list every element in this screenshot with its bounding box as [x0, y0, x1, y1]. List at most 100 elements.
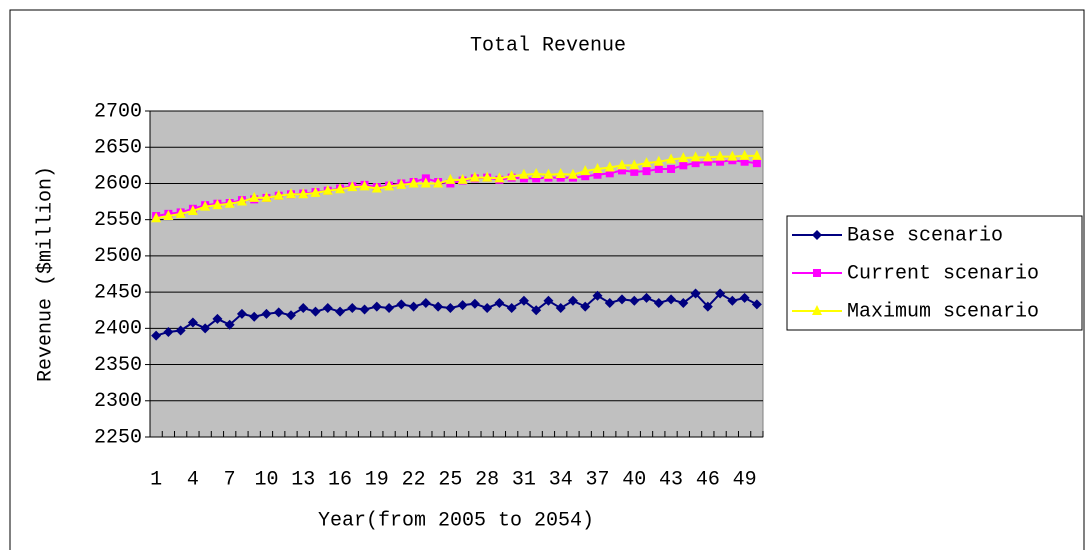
data-point	[518, 295, 529, 306]
data-point	[518, 168, 529, 179]
data-point	[151, 212, 162, 223]
data-point	[151, 330, 162, 341]
x-tick-label: 7	[224, 468, 236, 491]
x-tick-label: 16	[328, 468, 352, 491]
data-point	[482, 303, 493, 314]
x-tick-label: 1	[150, 468, 162, 491]
legend-marker	[813, 269, 821, 277]
data-point	[618, 166, 627, 175]
data-point	[617, 294, 628, 305]
data-point	[187, 204, 198, 215]
data-point	[691, 159, 700, 168]
x-tick-label: 22	[402, 468, 426, 491]
data-point	[273, 189, 284, 200]
data-point	[261, 308, 272, 319]
data-point	[396, 299, 407, 310]
data-point	[285, 310, 296, 321]
data-point	[543, 168, 554, 179]
data-point	[751, 299, 762, 310]
x-tick-label: 37	[585, 468, 609, 491]
y-tick-label: 2550	[94, 209, 142, 232]
data-point	[679, 161, 688, 170]
data-point	[285, 188, 296, 199]
data-point	[654, 164, 663, 173]
data-point	[359, 304, 370, 315]
x-tick-label: 34	[549, 468, 573, 491]
data-point	[408, 301, 419, 312]
data-point	[335, 183, 346, 194]
data-point	[347, 303, 358, 314]
data-point	[469, 298, 480, 309]
data-point	[740, 157, 749, 166]
data-point	[678, 297, 689, 308]
data-point	[678, 152, 689, 163]
x-tick-label: 43	[659, 468, 683, 491]
data-point	[384, 303, 395, 314]
data-point	[469, 171, 480, 182]
x-tick-label: 19	[365, 468, 389, 491]
x-axis-label: Year(from 2005 to 2054)	[318, 509, 594, 532]
legend-marker	[812, 305, 822, 315]
data-point	[347, 181, 358, 192]
data-point	[727, 150, 738, 161]
x-tick-label: 31	[512, 468, 536, 491]
legend-label: Current scenario	[847, 262, 1039, 285]
data-point	[236, 308, 247, 319]
data-point	[335, 306, 346, 317]
data-point	[384, 180, 395, 191]
data-point	[396, 178, 407, 189]
data-point	[482, 171, 493, 182]
data-point	[408, 177, 419, 188]
legend-label: Base scenario	[847, 224, 1003, 247]
x-tick-label: 49	[733, 468, 757, 491]
data-point	[224, 319, 235, 330]
data-point	[236, 195, 247, 206]
y-tick-label: 2250	[94, 426, 142, 449]
x-tick-label: 10	[254, 468, 278, 491]
data-point	[175, 207, 186, 218]
data-point	[187, 317, 198, 328]
data-point	[580, 165, 591, 176]
data-point	[310, 306, 321, 317]
legend-label: Maximum scenario	[847, 300, 1039, 323]
data-point	[653, 297, 664, 308]
data-point	[567, 295, 578, 306]
data-point	[457, 173, 468, 184]
data-point	[175, 325, 186, 336]
data-point	[604, 161, 615, 172]
data-point	[249, 191, 260, 202]
data-point	[555, 303, 566, 314]
data-point	[249, 311, 260, 322]
data-point	[605, 169, 614, 178]
data-point	[273, 307, 284, 318]
y-tick-label: 2350	[94, 354, 142, 377]
y-tick-label: 2400	[94, 318, 142, 341]
data-point	[739, 292, 750, 303]
data-point	[298, 303, 309, 314]
legend-marker	[812, 230, 822, 240]
data-point	[629, 295, 640, 306]
x-tick-label: 25	[438, 468, 462, 491]
x-tick-label: 13	[291, 468, 315, 491]
data-point	[593, 170, 602, 179]
data-point	[716, 157, 725, 166]
data-point	[494, 172, 505, 183]
data-point	[630, 167, 639, 176]
y-tick-label: 2300	[94, 390, 142, 413]
data-point	[298, 188, 309, 199]
data-point	[642, 167, 651, 176]
data-point	[532, 174, 541, 183]
data-point	[163, 210, 174, 221]
data-point	[163, 326, 174, 337]
data-point	[371, 301, 382, 312]
data-point	[752, 159, 761, 168]
x-tick-label: 28	[475, 468, 499, 491]
data-point	[666, 294, 677, 305]
y-tick-label: 2700	[94, 100, 142, 123]
data-point	[445, 173, 456, 184]
y-tick-label: 2650	[94, 137, 142, 160]
data-point	[506, 303, 517, 314]
data-point	[212, 199, 223, 210]
